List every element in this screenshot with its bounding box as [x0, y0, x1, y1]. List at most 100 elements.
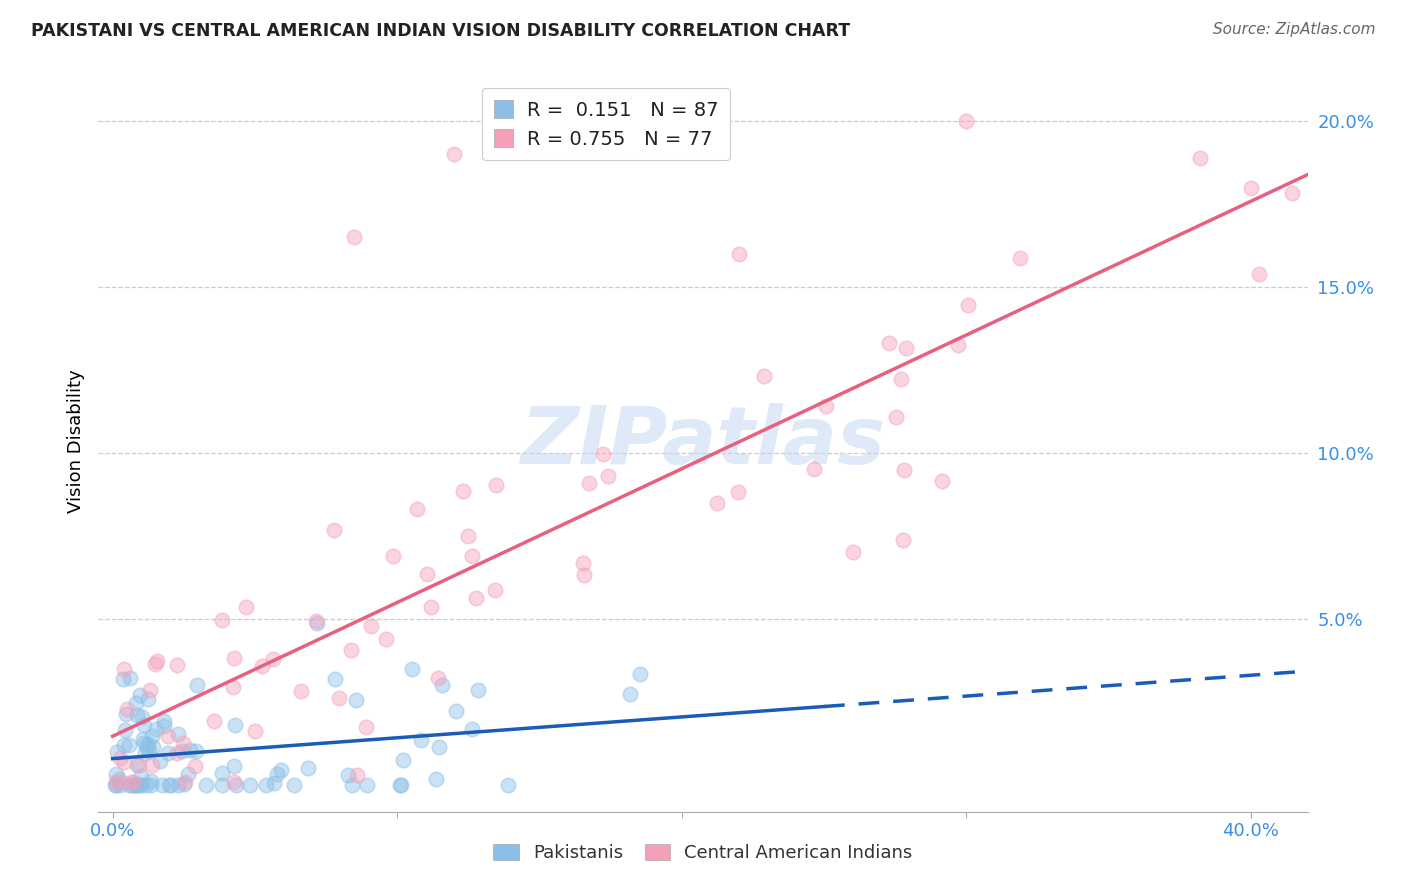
- Point: [112, 755, 135, 769]
- Point: [157, 778, 180, 792]
- Point: [224, 650, 246, 665]
- Point: [136, 691, 159, 706]
- Point: [184, 758, 207, 772]
- Point: [727, 484, 749, 499]
- Point: [706, 496, 728, 510]
- Point: [136, 737, 159, 751]
- Point: [305, 614, 328, 628]
- Point: [263, 776, 285, 790]
- Point: [143, 657, 166, 671]
- Point: [1240, 180, 1263, 194]
- Point: [592, 447, 614, 461]
- Point: [156, 746, 179, 760]
- Point: [129, 778, 152, 792]
- Point: [211, 778, 233, 792]
- Legend: Pakistanis, Central American Indians: Pakistanis, Central American Indians: [486, 837, 920, 870]
- Point: [243, 724, 266, 739]
- Point: [460, 549, 482, 564]
- Point: [382, 549, 405, 564]
- Point: [946, 338, 969, 352]
- Point: [110, 775, 132, 789]
- Point: [360, 619, 382, 633]
- Point: [574, 567, 596, 582]
- Point: [167, 727, 190, 741]
- Point: [322, 524, 344, 538]
- Point: [112, 738, 135, 752]
- Point: [224, 718, 246, 732]
- Point: [340, 778, 363, 792]
- Point: [118, 738, 141, 752]
- Point: [132, 736, 155, 750]
- Point: [328, 691, 350, 706]
- Point: [139, 778, 162, 792]
- Point: [172, 736, 194, 750]
- Point: [343, 230, 366, 244]
- Point: [131, 710, 153, 724]
- Point: [222, 775, 245, 789]
- Point: [173, 776, 195, 790]
- Point: [129, 778, 152, 792]
- Point: [115, 706, 138, 721]
- Point: [619, 686, 641, 700]
- Point: [149, 754, 172, 768]
- Point: [420, 600, 443, 615]
- Point: [104, 778, 127, 792]
- Point: [356, 778, 378, 792]
- Point: [877, 336, 900, 351]
- Point: [893, 462, 915, 476]
- Point: [460, 722, 482, 736]
- Point: [139, 683, 162, 698]
- Point: [118, 778, 141, 792]
- Point: [425, 772, 447, 786]
- Point: [105, 745, 128, 759]
- Point: [356, 720, 378, 734]
- Point: [114, 723, 136, 738]
- Point: [211, 614, 233, 628]
- Point: [153, 718, 176, 732]
- Point: [727, 247, 749, 261]
- Point: [346, 692, 368, 706]
- Legend: R =  0.151   N = 87, R = 0.755   N = 77: R = 0.151 N = 87, R = 0.755 N = 77: [482, 88, 730, 161]
- Point: [283, 778, 305, 792]
- Point: [112, 662, 135, 676]
- Point: [891, 533, 914, 548]
- Point: [194, 778, 217, 792]
- Point: [179, 742, 201, 756]
- Point: [955, 114, 977, 128]
- Point: [841, 545, 863, 559]
- Point: [156, 730, 179, 744]
- Point: [108, 778, 131, 792]
- Point: [290, 684, 312, 698]
- Point: [426, 671, 449, 685]
- Point: [465, 591, 488, 606]
- Point: [323, 673, 346, 687]
- Point: [628, 666, 651, 681]
- Point: [108, 772, 131, 786]
- Point: [225, 778, 247, 792]
- Point: [451, 483, 474, 498]
- Point: [416, 567, 439, 582]
- Point: [186, 678, 208, 692]
- Point: [153, 714, 176, 728]
- Point: [124, 778, 146, 792]
- Point: [142, 740, 165, 755]
- Point: [443, 147, 465, 161]
- Y-axis label: Vision Disability: Vision Disability: [66, 369, 84, 514]
- Point: [375, 632, 398, 646]
- Point: [104, 775, 127, 789]
- Point: [118, 671, 141, 685]
- Point: [427, 740, 450, 755]
- Point: [141, 729, 163, 743]
- Point: [803, 462, 825, 476]
- Point: [389, 778, 412, 792]
- Point: [150, 778, 173, 792]
- Point: [222, 680, 245, 694]
- Point: [129, 769, 152, 783]
- Point: [1247, 267, 1270, 281]
- Point: [467, 683, 489, 698]
- Point: [262, 652, 284, 666]
- Point: [890, 372, 912, 386]
- Point: [132, 732, 155, 747]
- Point: [444, 704, 467, 718]
- Point: [389, 778, 412, 792]
